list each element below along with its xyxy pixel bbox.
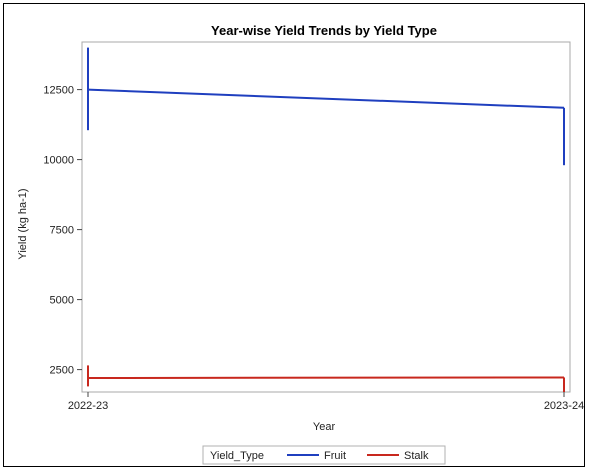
y-tick-label: 5000	[50, 295, 74, 307]
y-tick-label: 2500	[50, 365, 74, 377]
legend-title: Yield_Type	[210, 450, 264, 462]
legend-box	[202, 445, 446, 465]
legend-label-stalk: Stalk	[404, 450, 429, 462]
plot-layer: 2500 5000 7500 10000 12500 2022-23 2023-24	[43, 41, 584, 412]
legend-label-fruit: Fruit	[324, 450, 346, 462]
x-tick-label: 2023-24	[544, 400, 584, 412]
plot-area	[81, 41, 571, 393]
legend-items: Fruit Stalk	[287, 450, 429, 462]
legend: Yield_Type Fruit Stalk	[202, 445, 446, 465]
x-axis-label: Year	[313, 421, 336, 433]
series-line-fruit	[87, 88, 565, 109]
y-tick-label: 7500	[50, 225, 74, 237]
chart-frame	[3, 3, 585, 467]
y-tick-label: 10000	[43, 155, 74, 167]
x-tick-label: 2022-23	[68, 400, 108, 412]
chart-title: Year-wise Yield Trends by Yield Type	[211, 23, 437, 38]
y-tick-label: 12500	[43, 85, 74, 97]
y-axis-label: Yield (kg ha-1)	[17, 188, 29, 259]
series-line-stalk	[87, 376, 565, 379]
